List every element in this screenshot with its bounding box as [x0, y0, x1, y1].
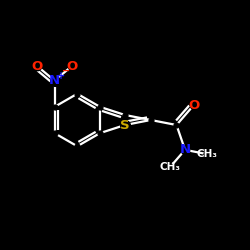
- Text: CH₃: CH₃: [160, 162, 181, 172]
- Text: CH₃: CH₃: [196, 149, 218, 159]
- Text: −: −: [62, 66, 70, 76]
- Text: O: O: [188, 99, 199, 112]
- Text: +: +: [57, 71, 65, 81]
- Text: N: N: [180, 143, 190, 156]
- Text: N: N: [49, 74, 60, 87]
- Text: O: O: [66, 60, 77, 73]
- Text: O: O: [32, 60, 43, 73]
- Text: S: S: [120, 118, 130, 132]
